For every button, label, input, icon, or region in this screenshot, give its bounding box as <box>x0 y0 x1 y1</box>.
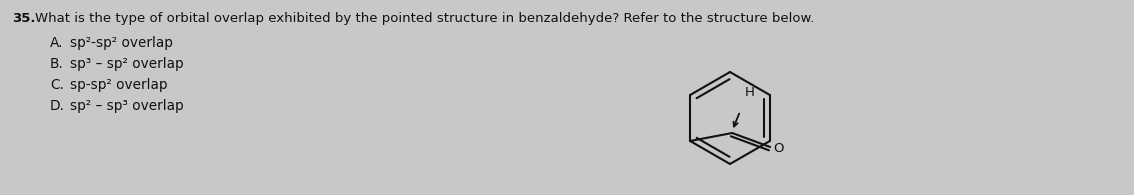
Text: sp-sp² overlap: sp-sp² overlap <box>70 78 168 92</box>
Text: H: H <box>745 86 755 99</box>
Text: C.: C. <box>50 78 64 92</box>
Text: D.: D. <box>50 99 65 113</box>
Text: sp²-sp² overlap: sp²-sp² overlap <box>70 36 172 50</box>
Text: B.: B. <box>50 57 64 71</box>
Text: What is the type of orbital overlap exhibited by the pointed structure in benzal: What is the type of orbital overlap exhi… <box>35 12 814 25</box>
Text: A.: A. <box>50 36 64 50</box>
Text: sp³ – sp² overlap: sp³ – sp² overlap <box>70 57 184 71</box>
Text: 35.: 35. <box>12 12 35 25</box>
Text: O: O <box>773 142 784 155</box>
Text: sp² – sp³ overlap: sp² – sp³ overlap <box>70 99 184 113</box>
